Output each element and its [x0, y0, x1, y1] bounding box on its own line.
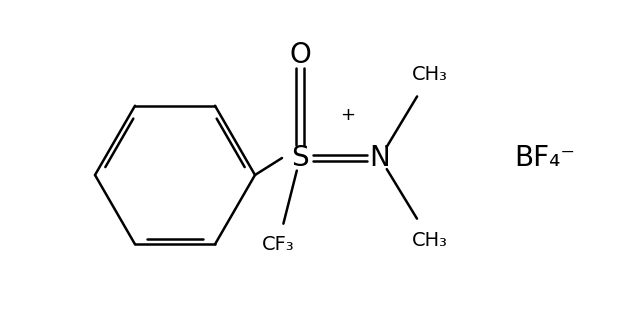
Text: +: +	[340, 106, 355, 124]
Text: BF₄⁻: BF₄⁻	[515, 144, 575, 172]
Text: CH₃: CH₃	[412, 231, 448, 249]
Text: CF₃: CF₃	[262, 236, 294, 255]
Text: S: S	[291, 144, 309, 172]
Text: O: O	[289, 41, 311, 69]
Text: CH₃: CH₃	[412, 66, 448, 84]
Text: N: N	[370, 144, 390, 172]
